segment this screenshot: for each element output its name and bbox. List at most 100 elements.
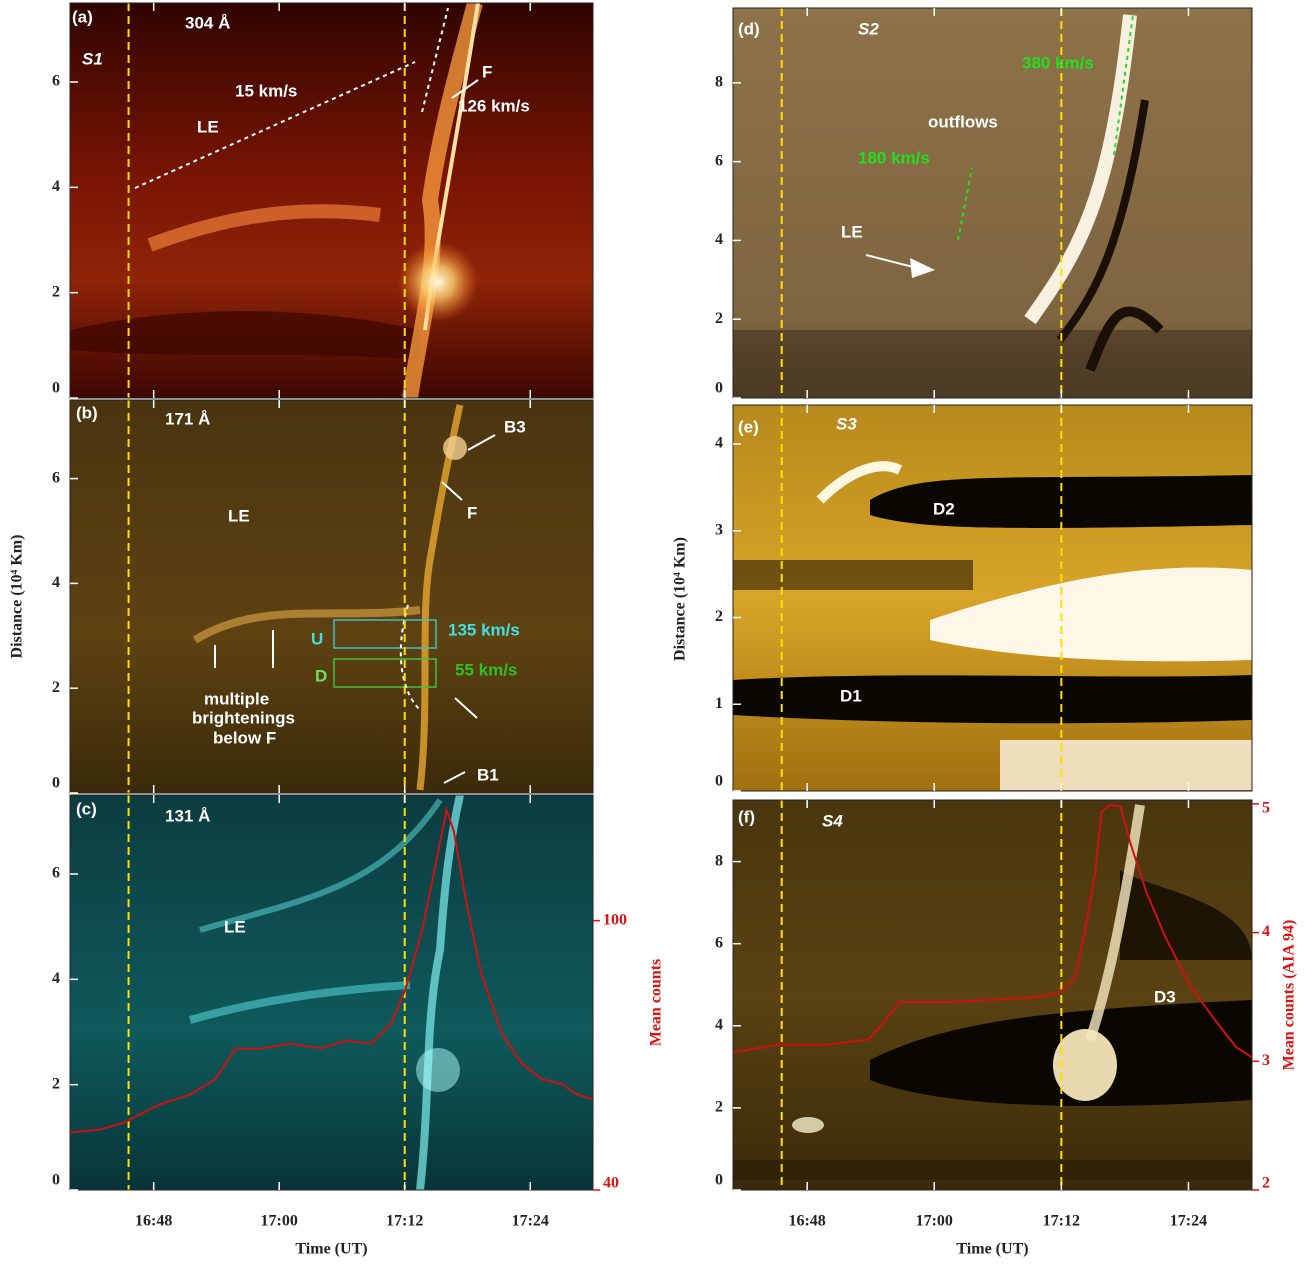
annotation: S1 (82, 49, 103, 68)
image-feature (443, 436, 467, 460)
y-tick-label: 0 (52, 1172, 60, 1189)
y-tick-label: 2 (715, 1099, 723, 1116)
annotation: F (467, 503, 477, 522)
image-feature (1085, 306, 1164, 372)
x-tick-label: 17:12 (386, 1213, 423, 1230)
panel-frame (732, 404, 1253, 792)
annotation: 135 km/s (448, 620, 520, 639)
image-feature (70, 311, 420, 360)
x-axis-label: Time (UT) (295, 1241, 367, 1258)
panel (70, 795, 593, 1190)
image-feature (733, 675, 1252, 724)
annotation: (a) (72, 7, 93, 26)
y-tick-label: 0 (715, 1172, 723, 1189)
annotation: F (482, 62, 492, 81)
annotation: 55 km/s (455, 660, 517, 679)
panel-frame (69, 399, 594, 794)
annotation: D2 (933, 499, 955, 518)
y2-tick-label: 2 (1262, 1175, 1270, 1192)
annotation: outflows (928, 112, 998, 131)
annotation: D3 (1154, 987, 1176, 1006)
annotation: 15 km/s (235, 81, 297, 100)
x-tick-label: 17:00 (261, 1213, 298, 1230)
x-tick-label: 17:00 (916, 1213, 953, 1230)
image-feature (134, 61, 416, 189)
y-axis-label: Distance (10⁴ Km) (9, 535, 26, 659)
image-feature (910, 258, 935, 278)
y-tick-label: 2 (52, 1075, 60, 1092)
annotation: (c) (76, 799, 97, 818)
x-axis-label: Time (UT) (956, 1241, 1028, 1258)
image-feature (199, 798, 443, 933)
annotation: below F (213, 728, 276, 747)
y2-axis-label: Mean counts (648, 959, 665, 1047)
y-tick-label: 8 (715, 74, 723, 91)
annotation: (d) (738, 19, 760, 38)
image-feature (1085, 804, 1145, 1042)
image-feature (1056, 99, 1149, 343)
image-feature (402, 3, 483, 398)
y-tick-label: 1 (715, 695, 723, 712)
image-feature (930, 567, 1252, 662)
panel-frame (69, 2, 594, 399)
image-feature (454, 697, 478, 719)
light-curve (733, 804, 1252, 1059)
annotation: D1 (840, 686, 862, 705)
y-tick-label: 4 (52, 970, 60, 987)
light-curve (70, 805, 593, 1134)
x-tick-label: 17:12 (1043, 1213, 1080, 1230)
image-feature (398, 242, 478, 322)
panel (733, 800, 1252, 1190)
annotation: 126 km/s (458, 96, 530, 115)
y2-tick-label: 40 (603, 1175, 619, 1192)
image-feature (416, 795, 464, 1190)
annotation: (e) (738, 417, 759, 436)
panel-frame (69, 794, 594, 1191)
annotation: LE (197, 117, 219, 136)
image-feature (1024, 14, 1137, 325)
image-feature (1120, 870, 1252, 960)
y-tick-label: 4 (52, 574, 60, 591)
image-feature (792, 1117, 824, 1133)
annotation: LE (224, 917, 246, 936)
x-tick-label: 17:24 (512, 1213, 549, 1230)
y-tick-label: 2 (715, 310, 723, 327)
y-tick-label: 6 (52, 73, 60, 90)
y-tick-label: 2 (52, 679, 60, 696)
image-feature (421, 7, 449, 113)
panel (733, 405, 1252, 791)
y-tick-label: 2 (715, 608, 723, 625)
x-tick-label: 16:48 (788, 1213, 825, 1230)
y-tick-label: 4 (52, 178, 60, 195)
y-axis-label: Distance (10⁴ Km) (672, 537, 689, 661)
panel-frame (732, 799, 1253, 1191)
y-tick-label: 2 (52, 283, 60, 300)
annotation: S3 (836, 414, 857, 433)
y-tick-label: 0 (52, 775, 60, 792)
y-tick-label: 6 (52, 865, 60, 882)
y2-axis-label: Mean counts (AIA 94) (1281, 920, 1298, 1071)
annotation: 180 km/s (858, 148, 930, 167)
annotation: S2 (858, 19, 879, 38)
image-feature (733, 560, 973, 590)
annotation: LE (841, 222, 863, 241)
image-feature (467, 434, 496, 451)
panel (733, 8, 1252, 398)
annotation: 131 Å (165, 806, 210, 825)
annotation: B3 (504, 417, 526, 436)
annotation: S4 (822, 811, 843, 830)
annotation: multiple (204, 689, 269, 708)
image-feature (451, 79, 479, 99)
panel-frame (732, 7, 1253, 399)
annotation: 171 Å (165, 409, 210, 428)
image-feature (733, 330, 1252, 398)
annotation: 380 km/s (1022, 53, 1094, 72)
x-tick-label: 16:48 (135, 1213, 172, 1230)
image-feature (1000, 740, 1252, 790)
annotation: brightenings (192, 708, 295, 727)
y-tick-label: 0 (715, 773, 723, 790)
image-feature (1053, 1029, 1117, 1101)
annotation: U (311, 629, 323, 648)
